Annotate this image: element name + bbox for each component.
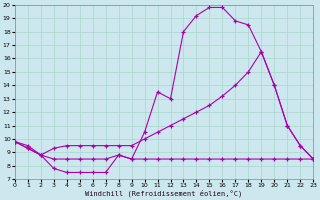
X-axis label: Windchill (Refroidissement éolien,°C): Windchill (Refroidissement éolien,°C) bbox=[85, 190, 243, 197]
